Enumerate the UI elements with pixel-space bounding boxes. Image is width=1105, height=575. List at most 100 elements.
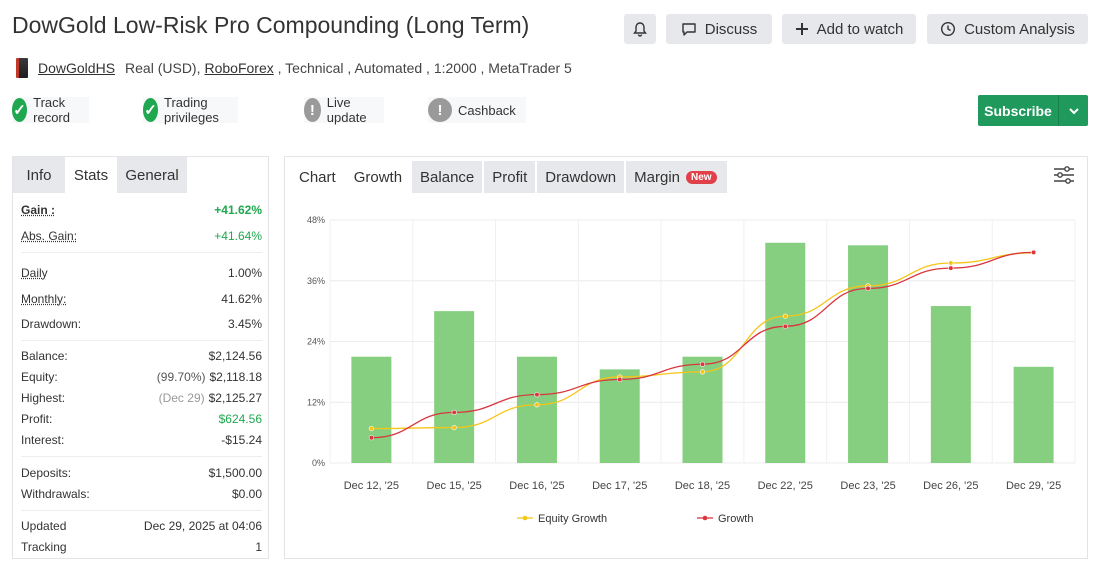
bar (848, 245, 889, 463)
stat-updated: Updated Dec 29, 2025 at 04:06 (21, 516, 262, 536)
stat-value: $2,118.18 (209, 370, 263, 384)
x-tick-label: Dec 17, '25 (592, 480, 647, 492)
x-tick-label: Dec 23, '25 (840, 480, 895, 492)
page-title: DowGold Low-Risk Pro Compounding (Long T… (12, 12, 530, 38)
stat-value: 41.62% (221, 292, 262, 306)
chart-lines (368, 249, 1037, 441)
discuss-button[interactable]: Discuss (666, 14, 772, 44)
stat-note: (Dec 29) (158, 391, 205, 405)
tab-growth[interactable]: Growth (345, 161, 411, 193)
tab-margin[interactable]: Margin New (626, 161, 727, 193)
bar (434, 311, 475, 463)
bar (516, 356, 557, 463)
tab-general[interactable]: General (117, 157, 187, 193)
avatar (16, 58, 28, 78)
stat-value: Dec 29, 2025 at 04:06 (143, 519, 262, 533)
clock-icon (940, 21, 956, 37)
divider (21, 456, 262, 457)
bar (1013, 366, 1054, 463)
watch-label: Add to watch (816, 20, 904, 38)
badge-track-record[interactable]: ✓ Track record (12, 95, 89, 125)
stat-daily: Daily 1.00% (21, 263, 262, 283)
broker-link[interactable]: RoboForex (204, 60, 274, 76)
data-point (451, 409, 457, 415)
tab-drawdown[interactable]: Drawdown (537, 161, 625, 193)
subscribe-button[interactable]: Subscribe (978, 95, 1088, 126)
data-point (534, 392, 540, 398)
y-tick-label: 48% (307, 215, 325, 225)
data-point (699, 361, 706, 367)
stat-highest: Highest: (Dec 29) $2,125.27 (21, 388, 262, 408)
add-to-watch-button[interactable]: Add to watch (782, 14, 916, 44)
x-tick-label: Dec 16, '25 (509, 480, 564, 492)
data-point (368, 425, 374, 432)
stat-withdrawals: Withdrawals: $0.00 (21, 484, 262, 504)
tab-chart[interactable]: Chart (291, 161, 344, 193)
x-tick-label: Dec 15, '25 (427, 480, 482, 492)
badge-cashback[interactable]: ! Cashback (428, 97, 526, 123)
stat-monthly: Monthly: 41.62% (21, 289, 262, 309)
sliders-icon[interactable] (1053, 165, 1075, 190)
badge-trading-privileges[interactable]: ✓ Trading privileges (143, 95, 238, 125)
data-point (782, 323, 788, 329)
stat-label: Drawdown: (21, 317, 82, 331)
stat-label: Balance: (21, 349, 68, 363)
account-info: DowGoldHS Real (USD), RoboForex , Techni… (16, 57, 572, 79)
stat-label: Interest: (21, 433, 65, 447)
data-point (699, 369, 706, 375)
badge-live-update[interactable]: ! Live update (304, 95, 384, 125)
y-axis-labels: 0% 12% 24% 36% 48% (307, 215, 325, 468)
comment-icon (681, 21, 697, 37)
notify-button[interactable] (624, 14, 656, 44)
data-point (534, 402, 540, 408)
stat-label: Highest: (21, 391, 66, 405)
tab-margin-label: Margin (634, 168, 681, 186)
y-tick-label: 24% (307, 337, 325, 347)
tab-balance[interactable]: Balance (412, 161, 483, 193)
subscribe-label: Subscribe (984, 102, 1052, 119)
chart-bars (351, 242, 1054, 463)
divider (21, 340, 262, 341)
data-point (782, 313, 788, 319)
bar (930, 306, 971, 463)
data-point (948, 265, 954, 271)
stat-interest: Interest: -$15.24 (21, 430, 262, 450)
exclamation-icon: ! (304, 98, 321, 122)
y-tick-label: 0% (312, 458, 325, 468)
stat-value: 3.45% (227, 317, 262, 331)
stats-tabs: Info Stats General (13, 157, 187, 193)
y-tick-label: 12% (307, 397, 325, 407)
account-details: , Technical , Automated , 1:2000 , MetaT… (273, 60, 572, 76)
exclamation-icon: ! (428, 98, 452, 122)
chart-panel: Chart Growth Balance Profit Drawdown Mar… (284, 156, 1088, 559)
stat-label: Abs. Gain: (21, 229, 78, 243)
legend-marker (522, 515, 528, 521)
stat-balance: Balance: $2,124.56 (21, 346, 262, 366)
chevron-down-icon[interactable] (1058, 95, 1088, 126)
owner-link[interactable]: DowGoldHS (38, 60, 116, 76)
account-currency: Real (USD), (125, 60, 201, 76)
legend-label: Growth (718, 513, 753, 525)
x-tick-label: Dec 29, '25 (1006, 480, 1061, 492)
tab-stats[interactable]: Stats (65, 157, 117, 193)
tab-profit[interactable]: Profit (484, 161, 536, 193)
bar (765, 242, 806, 463)
data-point (617, 376, 623, 383)
y-tick-label: 36% (307, 276, 325, 286)
x-tick-label: Dec 22, '25 (758, 480, 813, 492)
stat-equity: Equity: (99.70%) $2,118.18 (21, 367, 262, 387)
stat-value: $0.00 (231, 487, 262, 501)
stat-deposits: Deposits: $1,500.00 (21, 463, 262, 483)
stat-value: 1 (255, 540, 262, 554)
stat-value: 1.00% (227, 266, 262, 280)
stat-gain: Gain : +41.62% (21, 200, 262, 220)
stats-panel: Info Stats General Gain : +41.62% Abs. G… (12, 156, 269, 559)
data-point (948, 260, 954, 266)
divider (21, 510, 262, 511)
plus-icon (795, 22, 809, 36)
legend-marker (702, 515, 708, 521)
stat-label: Profit: (21, 412, 53, 426)
custom-analysis-button[interactable]: Custom Analysis (927, 14, 1088, 44)
tab-info[interactable]: Info (13, 157, 65, 193)
data-point (1031, 249, 1037, 255)
